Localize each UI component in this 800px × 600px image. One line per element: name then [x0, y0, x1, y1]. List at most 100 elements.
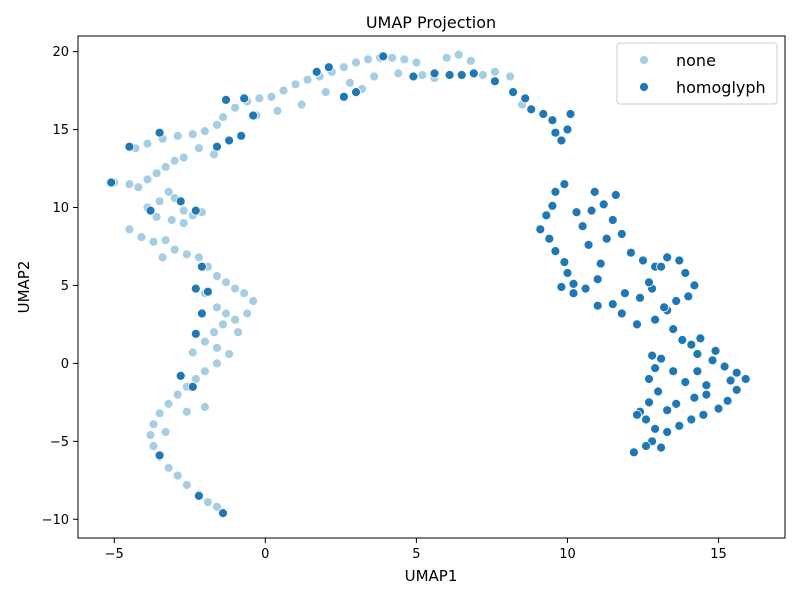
data-point-homoglyph [610, 190, 621, 200]
data-point-homoglyph [686, 414, 697, 425]
y-tick-label: −10 [42, 513, 69, 528]
data-point-none [399, 54, 410, 65]
data-point-homoglyph [456, 70, 467, 80]
data-point-homoglyph [692, 349, 703, 359]
data-point-homoglyph [689, 280, 700, 291]
data-point-none [221, 277, 231, 288]
data-point-homoglyph [701, 380, 712, 391]
data-point-none [145, 430, 156, 441]
data-point-none [124, 179, 135, 190]
data-point-homoglyph [408, 71, 419, 82]
data-point-homoglyph [378, 51, 389, 62]
x-tick-label: 15 [710, 547, 727, 562]
data-point-none [505, 71, 516, 82]
data-point-homoglyph [707, 355, 718, 366]
data-point-none [187, 129, 198, 140]
data-point-homoglyph [632, 319, 642, 330]
data-point-none [209, 327, 219, 338]
data-point-homoglyph [701, 389, 712, 400]
legend-marker-none [639, 55, 649, 65]
data-point-homoglyph [202, 286, 213, 297]
data-point-homoglyph [722, 395, 733, 406]
data-point-homoglyph [692, 366, 703, 377]
data-point-homoglyph [616, 229, 627, 239]
data-point-homoglyph [236, 130, 247, 141]
data-point-homoglyph [644, 397, 654, 408]
data-point-none [178, 218, 189, 229]
data-point-homoglyph [224, 135, 235, 146]
data-point-homoglyph [662, 427, 673, 437]
data-point-homoglyph [641, 441, 651, 451]
data-point-none [338, 62, 349, 73]
legend-label-none: none [676, 51, 716, 70]
data-point-homoglyph [444, 70, 455, 80]
data-point-homoglyph [725, 375, 736, 386]
data-point-none [148, 419, 159, 430]
data-point-none [193, 252, 204, 263]
data-point-none [387, 52, 398, 63]
data-point-none [218, 112, 228, 122]
data-point-none [465, 56, 476, 66]
data-point-none [163, 398, 174, 409]
data-point-homoglyph [601, 233, 612, 244]
data-point-none [411, 57, 422, 68]
data-point-homoglyph [187, 381, 198, 392]
data-point-homoglyph [626, 247, 636, 258]
data-point-homoglyph [659, 302, 669, 313]
data-point-none [199, 366, 210, 377]
data-point-none [142, 138, 153, 149]
data-point-homoglyph [656, 261, 666, 272]
data-point-homoglyph [650, 423, 660, 434]
data-point-none [163, 462, 174, 473]
data-point-none [266, 91, 277, 102]
data-point-homoglyph [547, 115, 558, 126]
data-point-none [218, 319, 228, 330]
x-tick-label: 5 [412, 547, 420, 562]
data-point-homoglyph [592, 274, 603, 285]
data-point-homoglyph [683, 291, 694, 302]
data-point-none [363, 54, 374, 65]
data-point-homoglyph [713, 403, 724, 414]
data-point-none [224, 349, 235, 359]
data-point-none [169, 155, 180, 166]
data-point-homoglyph [550, 246, 561, 257]
data-point-homoglyph [632, 409, 642, 420]
data-point-none [254, 93, 265, 104]
data-point-homoglyph [196, 261, 207, 272]
data-point-none [181, 480, 192, 490]
data-point-homoglyph [571, 207, 582, 218]
data-point-homoglyph [429, 68, 440, 79]
data-point-homoglyph [562, 124, 573, 135]
data-point-homoglyph [583, 239, 594, 250]
data-point-homoglyph [190, 328, 201, 339]
data-point-homoglyph [586, 205, 597, 216]
data-point-homoglyph [568, 278, 579, 289]
data-point-homoglyph [677, 335, 688, 345]
data-point-homoglyph [351, 87, 361, 97]
data-point-homoglyph [562, 268, 573, 278]
y-tick-label: 5 [61, 279, 69, 294]
data-point-homoglyph [526, 104, 537, 115]
data-point-homoglyph [568, 288, 579, 299]
data-point-homoglyph [656, 442, 666, 453]
data-point-none [199, 402, 210, 412]
data-point-homoglyph [592, 300, 603, 311]
data-point-none [136, 232, 147, 243]
data-point-homoglyph [671, 398, 682, 409]
y-tick-label: 10 [52, 201, 69, 216]
data-point-homoglyph [577, 221, 588, 232]
data-point-homoglyph [662, 405, 673, 416]
data-point-homoglyph [145, 205, 156, 216]
data-point-homoglyph [589, 186, 600, 197]
data-point-homoglyph [212, 141, 222, 152]
data-point-none [178, 152, 189, 163]
data-point-none [417, 70, 428, 80]
data-point-homoglyph [674, 255, 685, 266]
data-point-none [160, 162, 171, 172]
data-point-none [239, 288, 250, 299]
data-point-homoglyph [620, 288, 630, 299]
data-point-none [212, 358, 222, 369]
data-point-homoglyph [580, 283, 591, 294]
data-point-homoglyph [550, 127, 561, 138]
